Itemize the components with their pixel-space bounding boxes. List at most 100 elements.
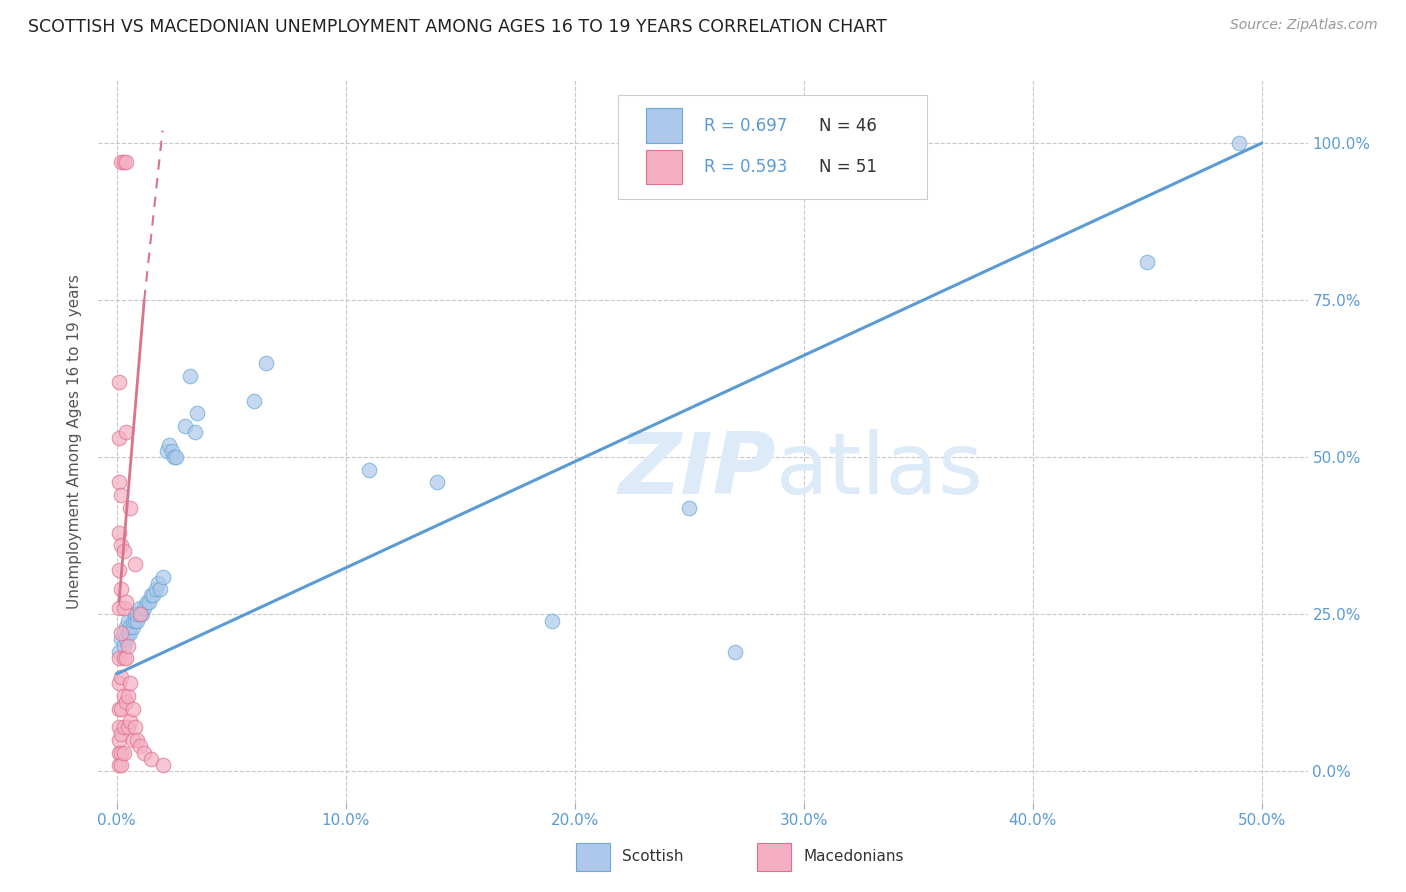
Point bbox=[108, 525, 131, 540]
Point bbox=[179, 368, 201, 383]
FancyBboxPatch shape bbox=[758, 843, 792, 871]
Point bbox=[149, 582, 172, 597]
Point bbox=[108, 733, 131, 747]
Point bbox=[152, 758, 174, 772]
Point bbox=[110, 155, 132, 169]
Point bbox=[110, 632, 132, 647]
Point bbox=[134, 601, 156, 615]
Point bbox=[115, 595, 138, 609]
Text: N = 46: N = 46 bbox=[820, 117, 877, 135]
Point bbox=[108, 746, 131, 760]
Point bbox=[120, 500, 142, 515]
Y-axis label: Unemployment Among Ages 16 to 19 years: Unemployment Among Ages 16 to 19 years bbox=[67, 274, 83, 609]
Point bbox=[128, 739, 150, 754]
Point bbox=[157, 438, 180, 452]
Text: SCOTTISH VS MACEDONIAN UNEMPLOYMENT AMONG AGES 16 TO 19 YEARS CORRELATION CHART: SCOTTISH VS MACEDONIAN UNEMPLOYMENT AMON… bbox=[28, 18, 887, 36]
Point bbox=[128, 607, 150, 622]
Point bbox=[120, 714, 142, 728]
Point bbox=[108, 375, 131, 389]
Point bbox=[160, 444, 183, 458]
Point bbox=[108, 720, 131, 734]
Point bbox=[163, 450, 186, 465]
Point bbox=[186, 406, 208, 420]
Point bbox=[112, 626, 135, 640]
Point bbox=[128, 601, 150, 615]
Point bbox=[121, 701, 143, 715]
Point bbox=[117, 614, 139, 628]
Point bbox=[110, 538, 132, 552]
Point bbox=[124, 614, 146, 628]
Point bbox=[156, 444, 179, 458]
Point bbox=[124, 557, 146, 571]
Point bbox=[110, 746, 132, 760]
Point bbox=[108, 601, 131, 615]
Text: Macedonians: Macedonians bbox=[803, 849, 904, 864]
Point bbox=[115, 695, 138, 709]
Point bbox=[115, 155, 138, 169]
Point bbox=[110, 727, 132, 741]
Point bbox=[120, 626, 142, 640]
Text: Scottish: Scottish bbox=[621, 849, 683, 864]
FancyBboxPatch shape bbox=[576, 843, 610, 871]
Point bbox=[139, 752, 162, 766]
Point bbox=[112, 689, 135, 703]
Text: ZIP: ZIP bbox=[617, 429, 776, 512]
Point bbox=[121, 614, 143, 628]
Point bbox=[146, 575, 169, 590]
Point bbox=[183, 425, 205, 439]
Point bbox=[127, 614, 149, 628]
Point bbox=[108, 645, 131, 659]
Point bbox=[426, 475, 449, 490]
Point bbox=[724, 645, 747, 659]
Point bbox=[127, 607, 149, 622]
Point bbox=[115, 620, 138, 634]
Point bbox=[110, 701, 132, 715]
Point bbox=[112, 746, 135, 760]
Point bbox=[112, 544, 135, 558]
Point bbox=[678, 500, 700, 515]
Point bbox=[108, 758, 131, 772]
Point bbox=[127, 733, 149, 747]
Point bbox=[115, 425, 138, 439]
Point bbox=[540, 614, 562, 628]
Point bbox=[1227, 136, 1250, 150]
Point bbox=[139, 589, 162, 603]
Point bbox=[124, 607, 146, 622]
Point bbox=[112, 720, 135, 734]
Point bbox=[142, 589, 165, 603]
Point bbox=[115, 632, 138, 647]
Point bbox=[117, 689, 139, 703]
Point bbox=[145, 582, 167, 597]
Point bbox=[174, 418, 197, 433]
Point bbox=[112, 601, 135, 615]
Point bbox=[165, 450, 187, 465]
Point bbox=[108, 431, 131, 445]
Point bbox=[110, 626, 132, 640]
Point bbox=[108, 676, 131, 690]
Point bbox=[108, 651, 131, 665]
Point bbox=[115, 651, 138, 665]
Point bbox=[108, 475, 131, 490]
Text: atlas: atlas bbox=[776, 429, 984, 512]
Point bbox=[134, 746, 156, 760]
Text: R = 0.593: R = 0.593 bbox=[704, 158, 787, 176]
Point bbox=[117, 626, 139, 640]
Point bbox=[152, 569, 174, 583]
FancyBboxPatch shape bbox=[647, 109, 682, 143]
Point bbox=[121, 733, 143, 747]
FancyBboxPatch shape bbox=[647, 150, 682, 185]
Point bbox=[357, 463, 380, 477]
Point bbox=[117, 720, 139, 734]
Point bbox=[131, 607, 153, 622]
Point bbox=[110, 488, 132, 502]
Point bbox=[120, 676, 142, 690]
Point bbox=[121, 620, 143, 634]
Point bbox=[120, 620, 142, 634]
Point bbox=[110, 582, 132, 597]
Point bbox=[108, 701, 131, 715]
Point bbox=[243, 393, 266, 408]
Point bbox=[112, 651, 135, 665]
Point bbox=[138, 595, 160, 609]
Text: Source: ZipAtlas.com: Source: ZipAtlas.com bbox=[1230, 18, 1378, 32]
Point bbox=[117, 639, 139, 653]
